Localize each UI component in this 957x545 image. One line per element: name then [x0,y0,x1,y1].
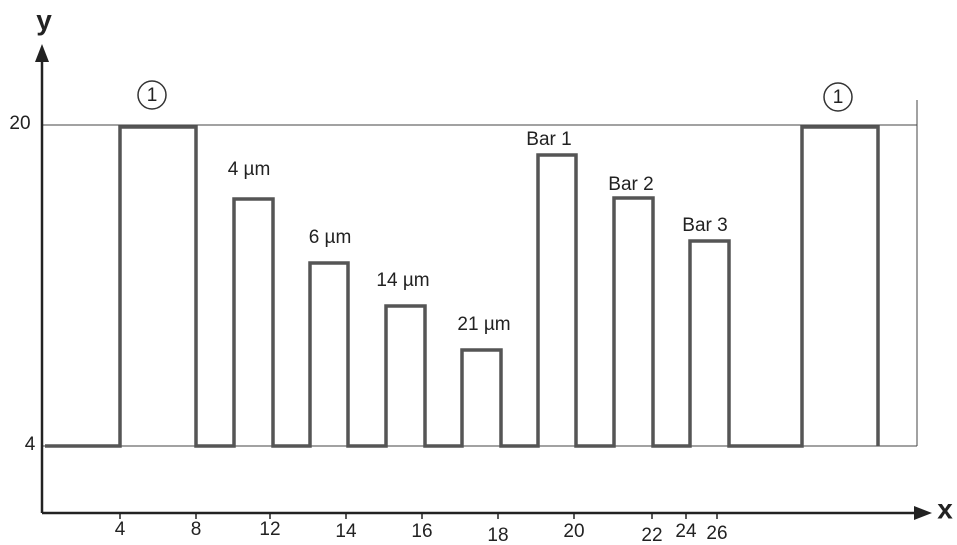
marker-label: 1 [833,87,844,108]
x-tick-label: 16 [411,521,432,542]
y-arrow [35,44,49,62]
marker-circle [137,80,167,110]
x-tick-label: 18 [487,525,508,545]
x-ticks: 4 8 12 14 16 18 20 22 24 26 [115,513,728,545]
x-axis-label: x [937,493,953,524]
marker-label: 1 [147,85,158,106]
bar-label: 4 µm [228,159,271,180]
x-tick-label: 4 [115,519,126,540]
y-tick-label: 20 [9,113,30,134]
profile [45,125,880,448]
x-tick-label: 26 [706,523,727,544]
bar-label: 21 µm [457,314,510,335]
bar-label: 6 µm [309,227,352,248]
x-tick-label: 20 [563,521,584,542]
x-tick-label: 14 [335,521,357,542]
bar-label: 14 µm [376,270,429,291]
y-tick-label: 4 [25,434,36,455]
x-tick-label: 8 [191,519,202,540]
x-arrow [914,506,932,520]
x-tick-label: 22 [641,525,662,545]
x-tick-label: 24 [675,521,697,542]
bar-label: Bar 1 [526,129,571,150]
x-tick-label: 12 [259,519,280,540]
bar-label: Bar 2 [608,174,653,195]
marker-circle [823,82,853,112]
bar-label: Bar 3 [682,215,727,236]
y-axis-label: y [36,4,52,35]
